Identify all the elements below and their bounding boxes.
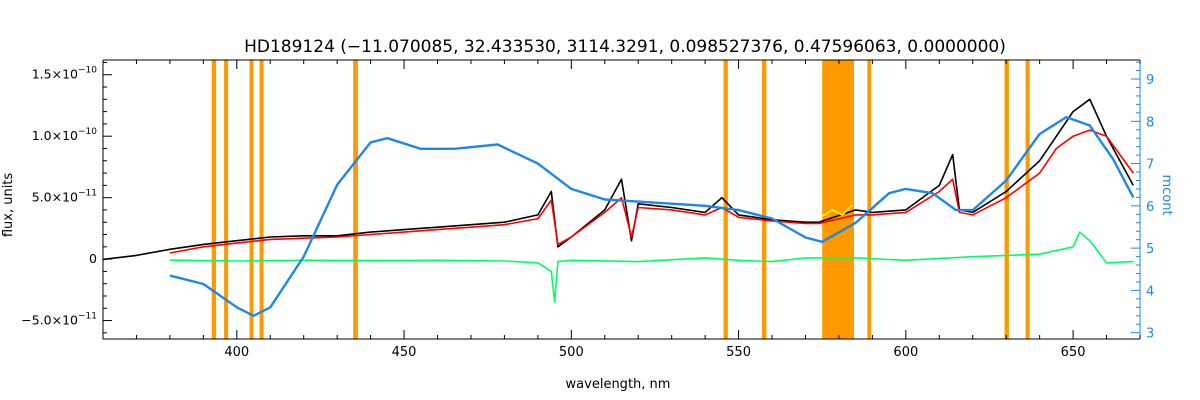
y-tick-label-left-4: 1.5×10−10	[32, 66, 98, 82]
y-tick-label-left-3: 1.0×10−10	[32, 127, 98, 143]
y-tick-label-left-1: 0	[89, 251, 97, 266]
masked-band-0	[211, 60, 217, 339]
y-tick-label-left-0: −5.0×10−11	[21, 312, 97, 328]
axes: 400 450 500 550 600 650 −5.0×10−11 0 5.0×10−11 1.…	[21, 59, 1154, 360]
y-tick-label-left-2: 5.0×10−11	[32, 189, 97, 205]
x-tick-label-500: 500	[559, 345, 584, 360]
masked-band-10	[1025, 60, 1030, 339]
masked-band-8	[867, 60, 872, 339]
masked-band-7	[822, 60, 854, 339]
series-observed	[102, 98, 1135, 261]
y-tick-label-right-7: 7	[1146, 158, 1154, 173]
masked-band-3	[259, 60, 264, 339]
series-continuum	[169, 115, 1135, 317]
masked-band-4	[353, 60, 358, 339]
series-model	[169, 129, 1134, 254]
masked-band-1	[224, 60, 229, 339]
masked-band-9	[1004, 60, 1009, 339]
x-tick-label-400: 400	[224, 345, 249, 360]
chart-title: HD189124 (−11.070085, 32.433530, 3114.32…	[244, 37, 1006, 57]
y-axis-right-label: mcont	[1159, 174, 1174, 215]
y-tick-label-right-5: 5	[1146, 242, 1154, 257]
y-tick-label-right-4: 4	[1146, 284, 1154, 299]
y-axis-left-label: flux, units	[1, 173, 16, 238]
series-residual	[169, 231, 1134, 303]
x-tick-label-450: 450	[392, 345, 417, 360]
y-tick-label-right-3: 3	[1146, 327, 1154, 342]
y-tick-label-right-8: 8	[1146, 115, 1154, 130]
series-layer	[102, 98, 1135, 317]
x-tick-label-550: 550	[726, 345, 751, 360]
series-masked_model	[821, 204, 853, 217]
y-tick-label-right-6: 6	[1146, 200, 1154, 215]
masked-bands	[211, 60, 1030, 339]
masked-band-6	[761, 60, 767, 339]
x-axis-label: wavelength, nm	[566, 377, 671, 392]
masked-band-2	[249, 60, 254, 339]
x-tick-label-650: 650	[1061, 345, 1086, 360]
y-tick-label-right-9: 9	[1146, 73, 1154, 88]
x-tick-label-600: 600	[893, 345, 918, 360]
masked-band-5	[723, 60, 728, 339]
